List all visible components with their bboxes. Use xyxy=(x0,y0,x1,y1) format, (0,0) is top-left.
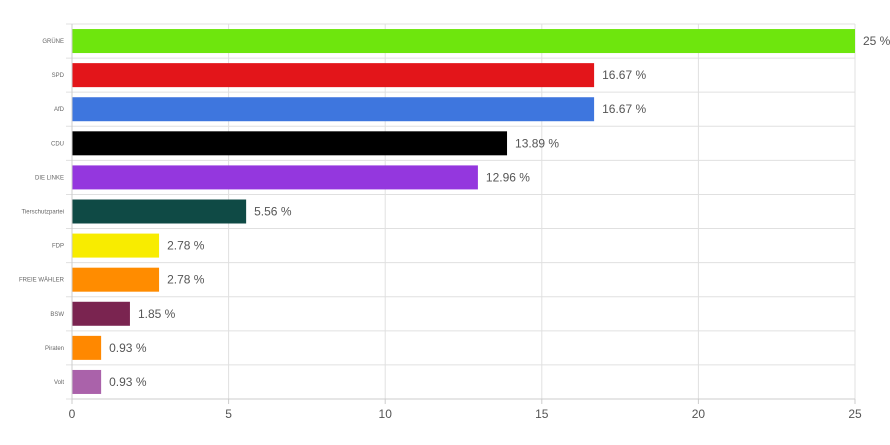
data-labels: 25 % 16.67 % 16.67 % 13.89 % 12.96 % 5.56 % 2.… xyxy=(109,34,890,389)
x-tick-label: 5 xyxy=(225,407,232,421)
category-label: AfD xyxy=(54,107,65,113)
data-label: 2.78 % xyxy=(167,239,205,253)
bar[interactable] xyxy=(72,267,160,292)
bar[interactable] xyxy=(72,233,160,258)
category-label: BSW xyxy=(50,312,64,318)
x-axis-ticks: 0 5 10 15 20 25 xyxy=(69,399,862,421)
bar[interactable] xyxy=(72,199,247,224)
data-label: 0.93 % xyxy=(109,341,147,355)
bar[interactable] xyxy=(72,369,102,394)
bars xyxy=(72,29,855,394)
bar[interactable] xyxy=(72,131,508,156)
bar[interactable] xyxy=(72,335,102,360)
x-tick-label: 20 xyxy=(692,407,706,421)
data-label: 1.85 % xyxy=(138,307,176,321)
bar[interactable] xyxy=(72,97,595,122)
category-label: GRÜNE xyxy=(42,38,64,45)
bar[interactable] xyxy=(72,165,478,190)
data-label: 25 % xyxy=(863,34,890,48)
category-labels: GRÜNE SPD AfD CDU DIE LINKE Tierschutzpartei F… xyxy=(19,38,65,386)
data-label: 16.67 % xyxy=(602,102,646,116)
x-tick-label: 10 xyxy=(379,407,393,421)
category-label: DIE LINKE xyxy=(35,175,64,181)
data-label: 0.93 % xyxy=(109,375,147,389)
x-tick-label: 0 xyxy=(69,407,76,421)
data-label: 16.67 % xyxy=(602,68,646,82)
x-tick-label: 15 xyxy=(535,407,549,421)
data-label: 13.89 % xyxy=(515,136,559,150)
category-label: Piraten xyxy=(45,346,64,352)
category-label: SPD xyxy=(52,73,65,79)
category-label: FDP xyxy=(52,244,64,250)
data-label: 2.78 % xyxy=(167,273,205,287)
data-label: 12.96 % xyxy=(486,170,530,184)
category-label: Tierschutzpartei xyxy=(22,210,64,216)
bar[interactable] xyxy=(72,63,595,88)
bar[interactable] xyxy=(72,29,855,54)
bar[interactable] xyxy=(72,301,130,326)
category-label: CDU xyxy=(51,141,64,147)
category-label: FREIE WÄHLER xyxy=(19,277,65,284)
data-label: 5.56 % xyxy=(254,205,292,219)
category-label: Volt xyxy=(54,380,64,386)
x-tick-label: 25 xyxy=(848,407,862,421)
